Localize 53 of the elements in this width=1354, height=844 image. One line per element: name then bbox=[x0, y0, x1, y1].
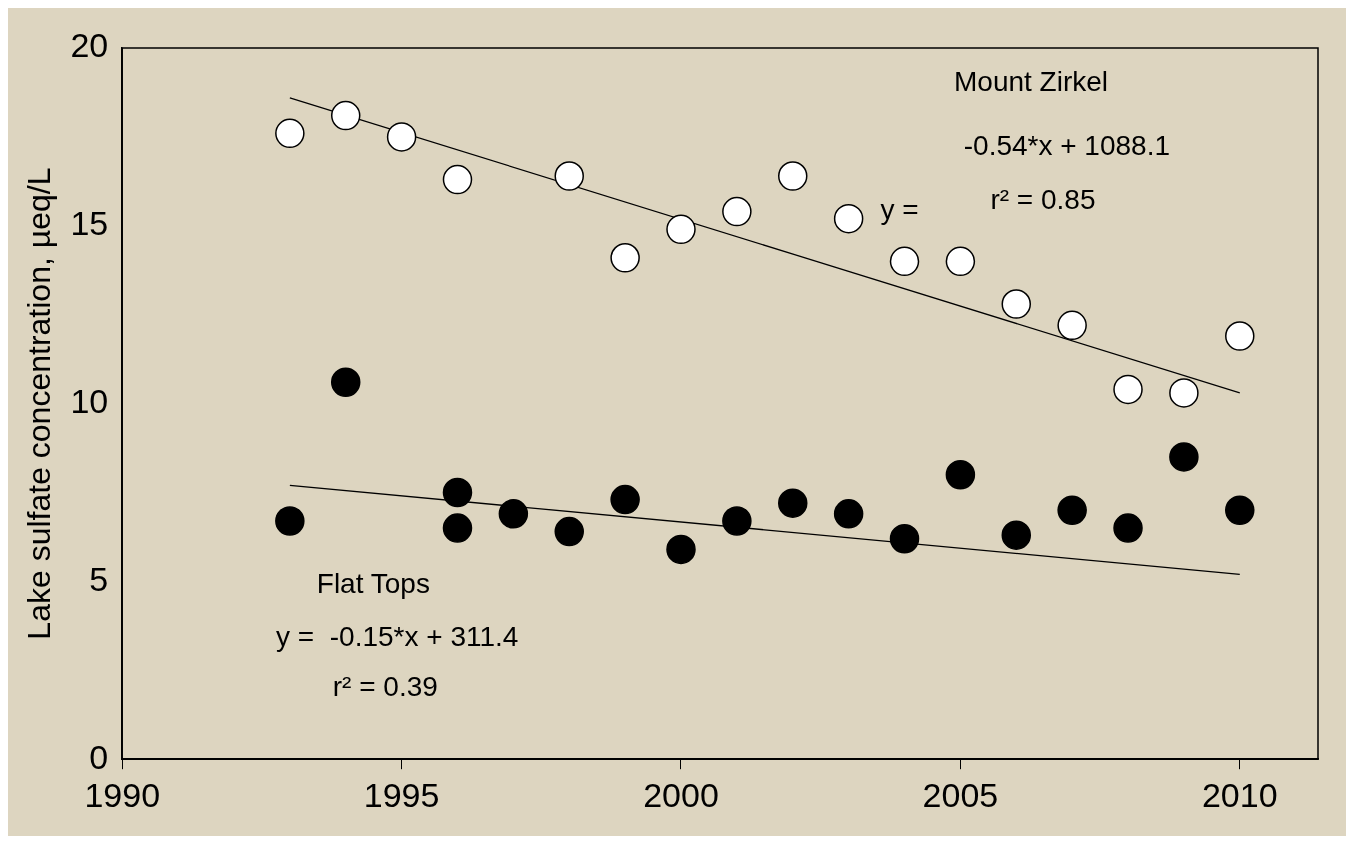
point bbox=[442, 164, 473, 195]
x-tick-label: 2005 bbox=[922, 775, 999, 814]
point bbox=[498, 499, 529, 529]
point bbox=[1001, 520, 1032, 550]
x-tick-label: 1990 bbox=[84, 775, 161, 814]
annotation: Flat Tops bbox=[316, 567, 430, 599]
annotation: -0.54*x + 1088.1 bbox=[963, 130, 1171, 162]
point bbox=[1169, 378, 1199, 408]
point bbox=[554, 516, 584, 547]
point bbox=[722, 196, 752, 227]
point bbox=[1225, 495, 1255, 526]
annotation: y = -0.15*x + 311.4 bbox=[276, 621, 519, 653]
point bbox=[442, 513, 473, 543]
point bbox=[442, 477, 473, 508]
point bbox=[1225, 321, 1255, 351]
point bbox=[889, 523, 920, 554]
point bbox=[330, 367, 361, 398]
point bbox=[778, 161, 808, 191]
point bbox=[275, 118, 305, 149]
y-tick-label: 5 bbox=[89, 559, 109, 598]
point bbox=[275, 506, 305, 536]
point bbox=[666, 214, 696, 245]
y-tick-label: 20 bbox=[70, 26, 109, 65]
y-tick-label: 15 bbox=[70, 204, 109, 243]
point bbox=[1057, 495, 1087, 526]
point bbox=[778, 488, 808, 518]
x-tick-label: 2000 bbox=[643, 775, 719, 814]
point bbox=[610, 484, 640, 515]
x-tick-label: 2010 bbox=[1201, 775, 1278, 814]
point bbox=[833, 499, 864, 529]
point bbox=[1001, 289, 1032, 319]
point bbox=[722, 506, 752, 536]
x-tick-label: 1995 bbox=[363, 775, 440, 814]
y-axis-title: Lake sulfate concentration, µeq/L bbox=[21, 167, 58, 640]
annotation: r² = 0.39 bbox=[332, 670, 438, 702]
point bbox=[554, 161, 584, 191]
point bbox=[610, 243, 640, 273]
point bbox=[666, 534, 696, 565]
annotation: Mount Zirkel bbox=[953, 66, 1109, 98]
annotation: y = bbox=[880, 194, 919, 226]
y-tick-label: 0 bbox=[89, 737, 109, 776]
point bbox=[1057, 310, 1087, 341]
annotation: r² = 0.85 bbox=[990, 183, 1096, 215]
y-tick-label: 10 bbox=[70, 381, 109, 420]
point bbox=[833, 203, 864, 234]
point bbox=[945, 459, 976, 490]
point bbox=[945, 246, 976, 277]
point bbox=[889, 246, 920, 277]
point bbox=[1169, 442, 1199, 472]
point bbox=[386, 122, 417, 152]
point bbox=[1113, 513, 1143, 543]
point bbox=[1113, 374, 1143, 405]
point bbox=[330, 100, 361, 131]
